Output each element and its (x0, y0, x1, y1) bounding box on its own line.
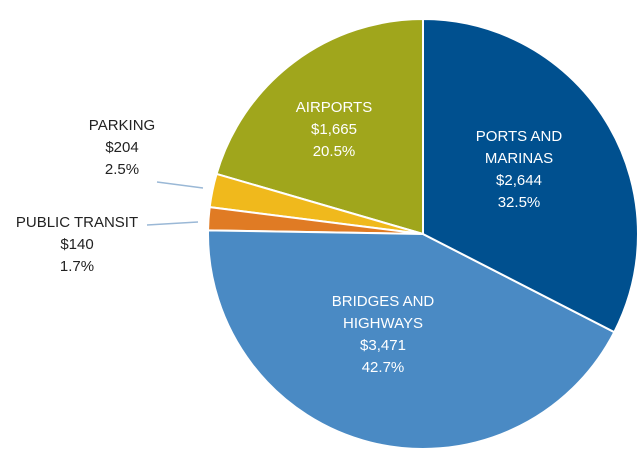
slice-name: BRIDGES AND HIGHWAYS (331, 293, 435, 332)
percent-label: 2.5% (104, 161, 140, 178)
pie-slice (207, 229, 616, 450)
percent-label: 32.5% (497, 194, 541, 211)
value-label: $1,665 (311, 121, 357, 138)
slice-label: PUBLIC TRANSIT $140 1.7% (0, 212, 157, 278)
slice-name: PARKING (88, 117, 156, 134)
percent-label: 20.5% (312, 143, 356, 160)
slice-label: BRIDGES AND HIGHWAYS $3,471 42.7% (321, 291, 446, 379)
slice-name: PUBLIC TRANSIT (15, 214, 139, 231)
pie-slice (215, 17, 424, 236)
slice-label: PARKING $204 2.5% (42, 115, 202, 181)
leader-line (156, 181, 204, 189)
value-label: $140 (60, 236, 94, 253)
slice-name: AIRPORTS (295, 99, 373, 116)
leader-line (146, 221, 199, 226)
value-label: $2,644 (496, 172, 542, 189)
pie-slice (422, 17, 639, 334)
value-label: $3,471 (360, 337, 406, 354)
percent-label: 1.7% (59, 258, 95, 275)
slice-label: PORTS AND MARINAS $2,644 32.5% (464, 126, 574, 214)
slice-name: PORTS AND MARINAS (475, 128, 563, 167)
percent-label: 42.7% (361, 359, 405, 376)
value-label: $204 (105, 139, 139, 156)
slice-label: AIRPORTS $1,665 20.5% (264, 97, 404, 163)
